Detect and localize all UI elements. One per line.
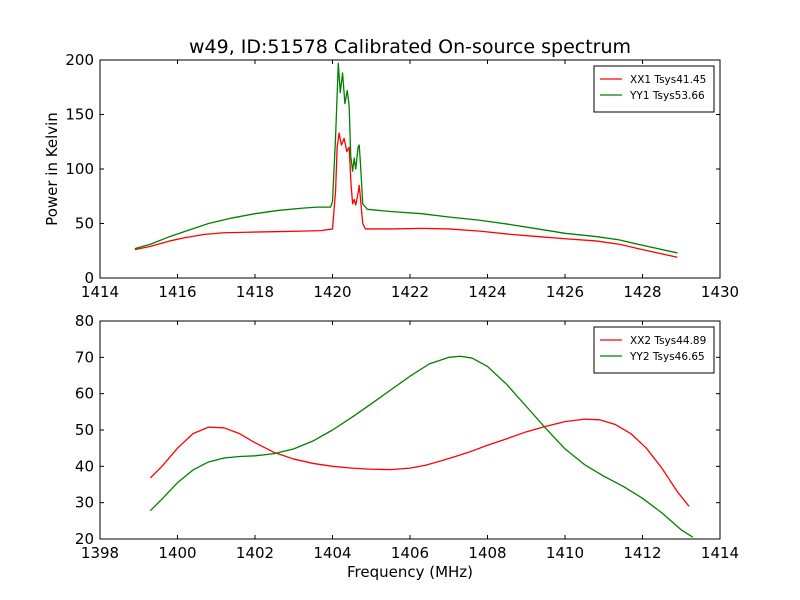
legend-label: XX1 Tsys41.45: [630, 74, 706, 86]
x-tick-label: 1410: [546, 544, 584, 562]
series-line-bottom-2: [149, 355, 694, 538]
y-tick-label: 150: [65, 106, 94, 124]
y-tick-label: 40: [75, 457, 94, 475]
legend-label: YY1 Tsys53.66: [629, 90, 705, 102]
y-tick-label: 100: [65, 160, 94, 178]
legend-top: XX1 Tsys41.45 YY1 Tsys53.66: [593, 65, 715, 113]
x-tick-label: 1416: [158, 283, 196, 301]
y-tick-label: 0: [84, 269, 94, 287]
x-tick-label: 1412: [623, 544, 661, 562]
legend-label: YY2 Tsys46.65: [629, 351, 705, 363]
y-tick-label: 30: [75, 494, 94, 512]
y-tick-label: 20: [75, 530, 94, 548]
x-tick-label: 1402: [236, 544, 274, 562]
x-tick-label: 1430: [701, 283, 739, 301]
series-line-bottom-1: [149, 418, 690, 507]
axes-bottom: 1398 1400 1402 1404 1406 1408 1410 1412 1414 20 30…: [75, 312, 739, 581]
x-tick-label: 1428: [623, 283, 661, 301]
plot-area-bottom: [149, 355, 694, 538]
y-tick-label: 60: [75, 385, 94, 403]
y-tick-label: 80: [75, 312, 94, 330]
x-tick-label: 1424: [468, 283, 506, 301]
plot-area-top: [134, 62, 678, 258]
x-tick-label: 1414: [81, 283, 119, 301]
ticks-top: 1414 1416 1418 1420 1422 1424 1426 1428 1430 0 50 1…: [65, 51, 739, 301]
y-tick-label: 200: [65, 51, 94, 69]
x-tick-label: 1414: [701, 544, 739, 562]
x-tick-label: 1398: [81, 544, 119, 562]
x-axis-label-bottom: Frequency (MHz): [347, 563, 473, 581]
y-axis-label-top: Power in Kelvin: [43, 112, 61, 226]
x-tick-label: 1418: [236, 283, 274, 301]
axes-top: 1414 1416 1418 1420 1422 1424 1426 1428 1430 0 50 1…: [43, 51, 739, 301]
legend-box: [593, 65, 715, 113]
y-tick-label: 70: [75, 348, 94, 366]
x-tick-label: 1404: [313, 544, 351, 562]
series-line-top-2: [134, 62, 678, 254]
x-tick-label: 1426: [546, 283, 584, 301]
y-tick-label: 50: [75, 421, 94, 439]
legend-label: XX2 Tsys44.89: [630, 335, 706, 347]
x-tick-label: 1408: [468, 544, 506, 562]
chart-title: w49, ID:51578 Calibrated On-source spect…: [189, 36, 631, 58]
legend-bottom: XX2 Tsys44.89 YY2 Tsys46.65: [593, 326, 715, 374]
series-line-top-1: [134, 132, 678, 258]
legend-box: [593, 326, 715, 374]
x-tick-label: 1406: [391, 544, 429, 562]
x-tick-label: 1420: [313, 283, 351, 301]
ticks-bottom: 1398 1400 1402 1404 1406 1408 1410 1412 1414 20 30…: [75, 312, 739, 562]
y-tick-label: 50: [75, 215, 94, 233]
x-tick-label: 1422: [391, 283, 429, 301]
x-tick-label: 1400: [158, 544, 196, 562]
